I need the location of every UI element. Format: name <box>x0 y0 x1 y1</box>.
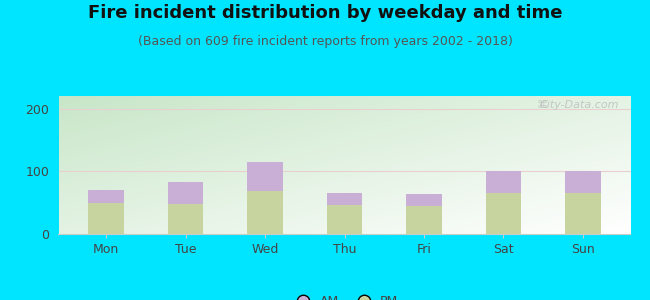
Bar <box>326 193 363 205</box>
Bar <box>88 202 124 234</box>
Bar <box>565 171 601 193</box>
Bar <box>247 191 283 234</box>
Text: City-Data.com: City-Data.com <box>540 100 619 110</box>
Bar <box>565 193 601 234</box>
Bar <box>486 193 521 234</box>
Bar <box>247 162 283 191</box>
Text: Fire incident distribution by weekday and time: Fire incident distribution by weekday an… <box>88 4 562 22</box>
Bar <box>486 171 521 193</box>
Legend: AM, PM: AM, PM <box>286 290 403 300</box>
Bar <box>88 190 124 202</box>
Bar <box>406 194 442 206</box>
Bar <box>326 205 363 234</box>
Bar <box>168 182 203 204</box>
Text: (Based on 609 fire incident reports from years 2002 - 2018): (Based on 609 fire incident reports from… <box>138 34 512 47</box>
Bar <box>168 204 203 234</box>
Bar <box>406 206 442 234</box>
Text: ⌘: ⌘ <box>536 100 547 110</box>
